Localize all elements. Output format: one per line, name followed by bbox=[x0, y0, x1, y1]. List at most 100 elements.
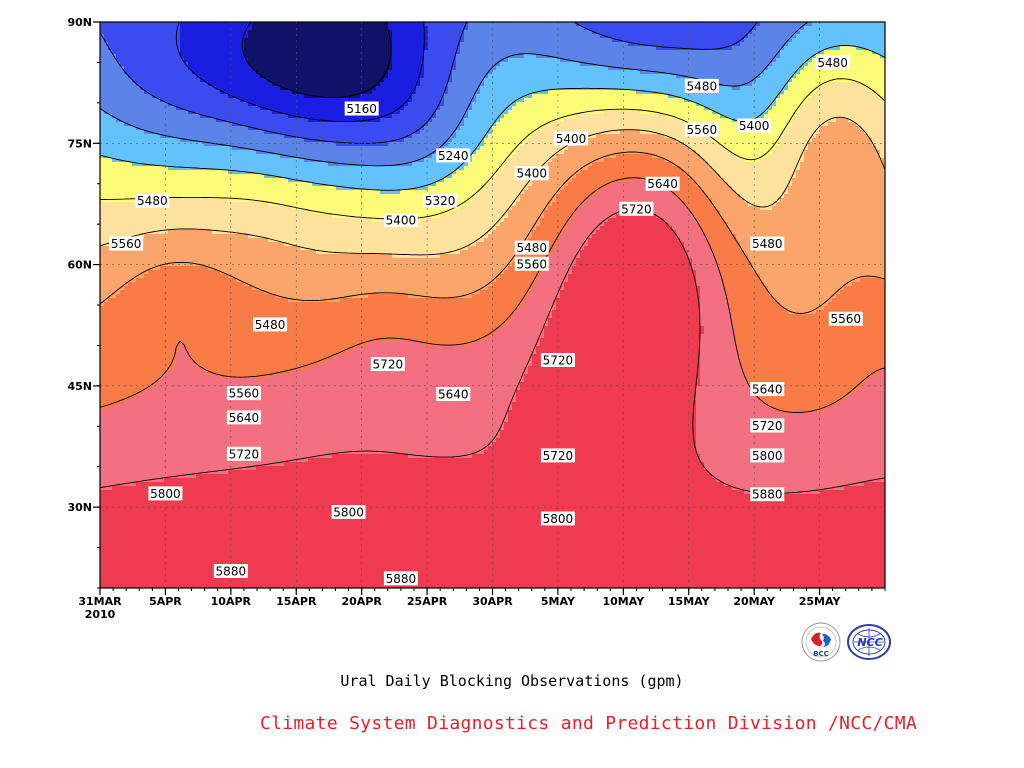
contour-label-bg bbox=[684, 122, 719, 137]
contour-label: 5560 bbox=[684, 122, 719, 137]
contour-label-bg bbox=[684, 78, 719, 93]
y-tick-label: 30N bbox=[67, 501, 92, 514]
contour-label: 5720 bbox=[370, 357, 405, 372]
contour-label-bg bbox=[554, 131, 588, 146]
ncc-logo-text: NCC bbox=[857, 636, 882, 649]
contour-label: 5720 bbox=[619, 201, 654, 216]
y-tick-label: 60N bbox=[67, 259, 92, 272]
contour-label: 5720 bbox=[750, 418, 785, 433]
contour-label: 5720 bbox=[540, 352, 575, 367]
contour-label-bg bbox=[750, 382, 785, 397]
contour-label-text: 5720 bbox=[752, 419, 783, 433]
contour-label-bg bbox=[514, 240, 549, 255]
contour-label-bg bbox=[619, 201, 654, 216]
contour-label-bg bbox=[540, 448, 575, 463]
contour-label-text: 5400 bbox=[386, 214, 417, 228]
contour-label-bg bbox=[370, 357, 405, 372]
contour-label: 5560 bbox=[828, 311, 863, 326]
contour-label-bg bbox=[331, 504, 366, 519]
contour-label-text: 5240 bbox=[438, 149, 469, 163]
bcc-logo-text: BCC bbox=[813, 650, 829, 658]
contour-line-5560 bbox=[100, 78, 885, 220]
contour-label: 5880 bbox=[213, 564, 248, 579]
x-year-label: 2010 bbox=[85, 608, 116, 621]
contour-label-bg bbox=[737, 118, 772, 133]
contour-label: 5400 bbox=[383, 213, 418, 228]
contour-label: 5560 bbox=[109, 236, 144, 251]
contour-label: 5720 bbox=[540, 448, 575, 463]
contour-label: 5480 bbox=[750, 236, 785, 251]
contour-label-bg bbox=[344, 101, 379, 116]
contour-label-bg bbox=[436, 148, 471, 163]
contour-label-text: 5560 bbox=[516, 257, 547, 271]
x-tick-label: 25APR bbox=[407, 595, 448, 608]
contour-label: 5480 bbox=[514, 240, 549, 255]
contour-line-5320 bbox=[100, 22, 758, 144]
contour-label-bg bbox=[383, 571, 418, 586]
contour-label-bg bbox=[815, 55, 850, 70]
x-tick-label: 10APR bbox=[211, 595, 252, 608]
contour-label-bg bbox=[135, 193, 170, 208]
contour-label: 5880 bbox=[750, 487, 785, 502]
contour-label: 5800 bbox=[540, 511, 575, 526]
contour-label: 5560 bbox=[514, 256, 549, 271]
contour-label-text: 5800 bbox=[752, 449, 783, 463]
credit-line: Climate System Diagnostics and Predictio… bbox=[260, 713, 918, 734]
contour-label: 5640 bbox=[750, 382, 785, 397]
contour-label-bg bbox=[540, 352, 575, 367]
contour-label-bg bbox=[226, 446, 261, 461]
contour-label: 5640 bbox=[645, 176, 680, 191]
contour-label: 5480 bbox=[135, 193, 170, 208]
contour-label: 5160 bbox=[344, 101, 379, 116]
contour-label-text: 5880 bbox=[386, 572, 417, 586]
x-tick-label: 30APR bbox=[472, 595, 513, 608]
contour-line-5800 bbox=[100, 177, 885, 413]
contour-label: 5480 bbox=[684, 78, 719, 93]
contour-label-text: 5560 bbox=[830, 312, 861, 326]
contour-label-bg bbox=[645, 176, 680, 191]
contour-label-bg bbox=[514, 166, 549, 181]
chart-title: Ural Daily Blocking Observations (gpm) bbox=[340, 672, 684, 690]
contour-label-text: 5720 bbox=[373, 358, 404, 372]
y-axis: 30N 45N 60N 75N 90N bbox=[67, 16, 100, 589]
contour-label-text: 5880 bbox=[752, 488, 783, 502]
contour-fills bbox=[100, 22, 885, 588]
contour-label-bg bbox=[226, 386, 261, 401]
contour-label-text: 5320 bbox=[425, 194, 456, 208]
contour-label-bg bbox=[750, 418, 785, 433]
y-tick-label: 90N bbox=[67, 16, 92, 29]
contour-label-bg bbox=[828, 311, 863, 326]
contour-label: 5560 bbox=[226, 386, 261, 401]
contour-label-bg bbox=[109, 236, 144, 251]
y-tick-label: 75N bbox=[67, 137, 92, 150]
x-tick-label: 10MAY bbox=[602, 595, 645, 608]
contour-label-text: 5480 bbox=[817, 56, 848, 70]
contour-label: 5800 bbox=[331, 504, 366, 519]
x-tick-label: 5APR bbox=[149, 595, 182, 608]
contour-label-text: 5880 bbox=[216, 565, 247, 579]
contour-label-text: 5560 bbox=[111, 237, 142, 251]
contour-label-text: 5720 bbox=[543, 449, 574, 463]
contour-label: 5400 bbox=[514, 166, 549, 181]
contour-label-text: 5400 bbox=[739, 119, 770, 133]
contour-label-text: 5480 bbox=[137, 194, 168, 208]
contour-label: 5480 bbox=[815, 55, 850, 70]
grid-lines bbox=[100, 22, 885, 588]
contour-label-bg bbox=[514, 256, 549, 271]
contour-label: 5480 bbox=[253, 317, 288, 332]
x-tick-label: 25MAY bbox=[799, 595, 842, 608]
bcc-logo-icon: BCC bbox=[801, 622, 841, 662]
contour-label-text: 5400 bbox=[516, 167, 547, 181]
x-tick-label: 15MAY bbox=[668, 595, 711, 608]
contour-label-bg bbox=[148, 486, 183, 501]
contour-label-text: 5640 bbox=[229, 411, 260, 425]
contour-label-bg bbox=[750, 487, 785, 502]
contour-label: 5640 bbox=[436, 386, 471, 401]
contour-label: 5400 bbox=[554, 131, 588, 146]
contour-label-bg bbox=[436, 386, 471, 401]
contour-labels: 5160 5240 5320 5400 5400 5400 5400 5480 5480 5480… bbox=[109, 55, 863, 586]
contour-label-bg bbox=[540, 511, 575, 526]
contour-label-text: 5720 bbox=[229, 447, 260, 461]
contour-label-text: 5480 bbox=[687, 79, 718, 93]
